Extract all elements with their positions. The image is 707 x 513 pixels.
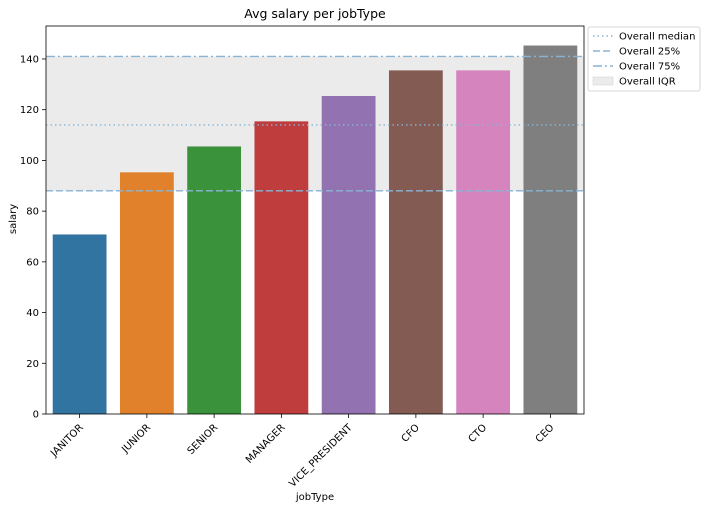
bar-manager <box>254 121 309 415</box>
legend-q25-label: Overall 25% <box>619 47 680 58</box>
y-tick-label: 80 <box>26 207 39 218</box>
bar-senior <box>187 146 242 414</box>
x-tick-label-senior: SENIOR <box>186 422 221 457</box>
bar-junior <box>119 172 174 414</box>
x-tick-label-vice-president: VICE_PRESIDENT <box>287 422 355 490</box>
bar-ceo <box>523 45 578 415</box>
axes-layer <box>45 25 585 415</box>
x-tick-label-janitor: JANITOR <box>48 422 85 459</box>
plot-frame <box>45 25 585 415</box>
y-tick-label: 140 <box>20 54 39 65</box>
x-tick-label-cto: CTO <box>467 422 490 445</box>
bar-cto <box>456 70 511 414</box>
reference-lines-layer <box>46 55 584 192</box>
x-tick-label-manager: MANAGER <box>244 422 288 466</box>
y-axis-label: salary <box>8 204 19 234</box>
legend-box <box>587 26 701 92</box>
x-tick-label-cfo: CFO <box>400 422 422 444</box>
y-tick-label: 100 <box>20 156 39 167</box>
legend-iqr-swatch <box>592 76 614 86</box>
y-tick-label: 120 <box>20 105 39 116</box>
bar-janitor <box>52 234 107 414</box>
bar-cfo <box>388 70 443 414</box>
y-tick-label: 40 <box>26 308 39 319</box>
legend-median-label: Overall median <box>619 32 695 43</box>
x-axis-label: jobType <box>295 492 334 503</box>
y-tick-labels: 0 20 40 60 80 100 120 140 <box>20 54 46 421</box>
legend-iqr-label: Overall IQR <box>619 77 676 88</box>
legend: Overall median Overall 25% Overall 75% Over… <box>587 26 701 92</box>
bar-vice-president <box>321 95 376 414</box>
y-tick-label: 0 <box>33 410 39 421</box>
y-tick-label: 20 <box>26 359 39 370</box>
x-tick-label-junior: JUNIOR <box>119 422 153 456</box>
chart-title: Avg salary per jobType <box>244 6 386 21</box>
y-tick-label: 60 <box>26 257 39 268</box>
x-tick-labels: JANITOR JUNIOR SENIOR MANAGER VICE_PRESIDENT… <box>48 414 557 490</box>
x-tick-label-ceo: CEO <box>534 422 557 445</box>
legend-q75-label: Overall 75% <box>619 62 680 73</box>
